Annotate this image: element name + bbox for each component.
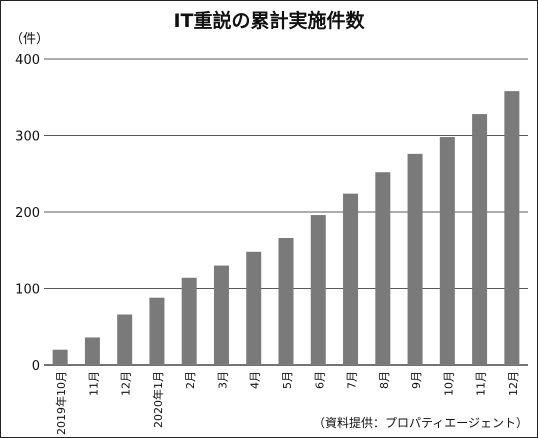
x-tick-label: 7月	[346, 371, 359, 389]
y-axis-unit-label: （件）	[10, 32, 50, 47]
x-tick-label: 9月	[410, 371, 423, 389]
y-tick-label: 400	[15, 53, 40, 68]
bar	[439, 137, 455, 365]
x-tick-label: 8月	[378, 371, 391, 389]
x-tick-label: 11月	[475, 371, 488, 396]
x-tick-label: 12月	[507, 371, 520, 396]
bar	[117, 314, 133, 365]
y-tick-label: 200	[15, 206, 40, 221]
bar	[84, 337, 100, 365]
x-tick-label: 4月	[249, 371, 262, 389]
x-tick-label: 2019年10月	[54, 371, 68, 435]
x-tick-label: 6月	[313, 371, 326, 389]
x-tick-label: 2月	[184, 371, 197, 389]
bars	[52, 91, 520, 365]
x-tick-label: 11月	[87, 371, 100, 396]
x-tick-label: 3月	[216, 371, 229, 389]
bar	[213, 265, 229, 365]
x-axis-labels: 2019年10月 11月 12月 2020年1月 2月 3月 4月 5月 6月 7月 8月 9月 10月…	[54, 371, 520, 435]
bar	[310, 215, 326, 365]
chart-title: IT重説の累計実施件数	[173, 10, 365, 32]
bar	[52, 349, 68, 365]
x-tick-label: 10月	[442, 371, 455, 396]
y-tick-label: 100	[15, 283, 40, 298]
bar	[278, 238, 294, 365]
bar	[246, 251, 262, 365]
x-tick-label: 2020年1月	[151, 371, 165, 428]
bar	[181, 277, 197, 365]
y-axis-ticks: 0 100 200 300 400	[15, 53, 40, 374]
bar	[375, 172, 391, 365]
bar	[149, 297, 165, 365]
bar	[504, 91, 520, 365]
source-note: （資料提供：プロパティエージェント）	[312, 416, 528, 430]
y-tick-label: 300	[15, 130, 40, 145]
x-tick-label: 12月	[120, 371, 133, 396]
bar	[343, 193, 359, 365]
bar	[407, 153, 423, 365]
bar	[472, 114, 488, 365]
x-tick-label: 5月	[281, 371, 294, 389]
y-tick-label: 0	[32, 359, 40, 374]
